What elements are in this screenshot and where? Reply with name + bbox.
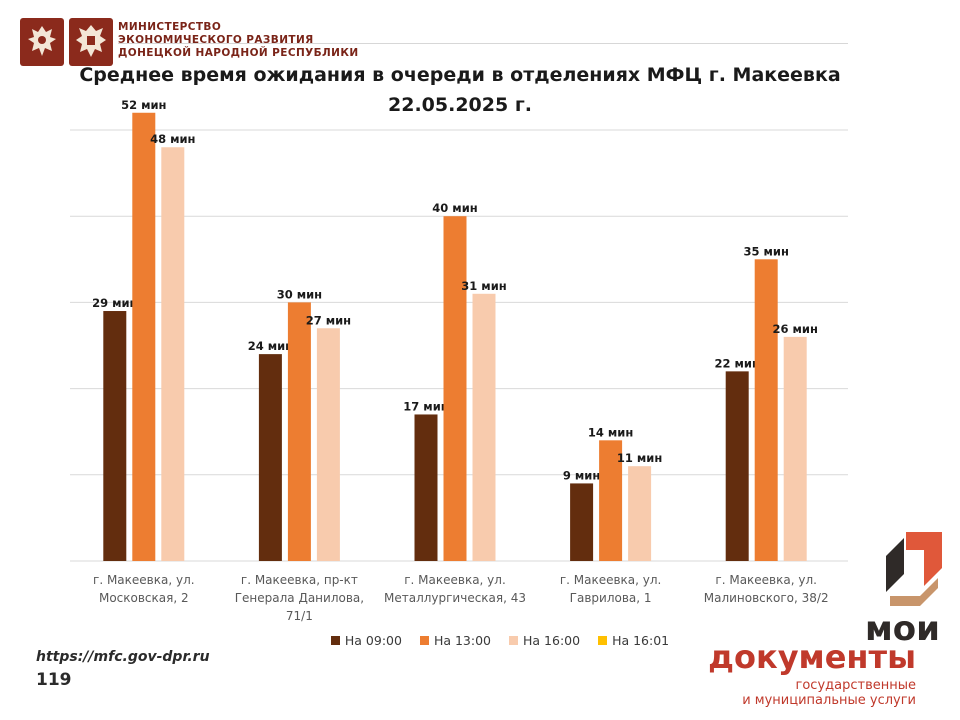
logo-word-dokumenty: документы — [708, 638, 916, 676]
legend-label: На 16:00 — [523, 633, 581, 648]
data-label: 52 мин — [121, 98, 166, 112]
legend-swatch — [509, 636, 518, 645]
data-label: 9 мин — [563, 468, 600, 482]
bar — [414, 414, 438, 561]
chart-title-line: 22.05.2025 г. — [388, 94, 532, 116]
data-label: 40 мин — [432, 201, 477, 215]
chart-title: Среднее время ожидания в очереди в отдел… — [60, 60, 860, 120]
legend-swatch — [330, 636, 340, 645]
data-label: 17 мин — [403, 399, 448, 413]
bar — [472, 293, 496, 561]
category-label-line: 71/1 — [285, 609, 313, 623]
category-label: г. Макеевка, пр-кт Генерала Данилова, 71/1 — [224, 571, 374, 625]
chart-title-line: Среднее время ожидания в очереди в отдел… — [79, 64, 841, 86]
legend-swatch — [419, 636, 429, 645]
header-divider — [118, 43, 848, 44]
category-label-line: Московская, 2 — [98, 591, 189, 605]
bar — [570, 483, 594, 561]
category-label-line: г. Макеевка, пр-кт — [240, 573, 358, 587]
category-label-line: Металлургическая, 43 — [383, 591, 527, 605]
legend-label: На 09:00 — [344, 633, 402, 648]
bar — [258, 354, 282, 561]
legend-item: На 09:00 — [330, 633, 402, 648]
bar — [628, 466, 652, 561]
page-number: 119 — [36, 670, 72, 690]
website-url[interactable]: https://mfc.gov-dpr.ru — [36, 649, 210, 665]
data-label: 30 мин — [277, 287, 322, 301]
bar — [316, 328, 340, 561]
category-label-line: Генерала Данилова, — [234, 591, 365, 605]
data-label: 27 мин — [306, 313, 351, 327]
data-label: 29 мин — [92, 296, 137, 310]
legend-label: На 16:01 — [612, 633, 670, 648]
ministry-line: ДОНЕЦКОЙ НАРОДНОЙ РЕСПУБЛИКИ — [118, 47, 359, 59]
moi-dokumenty-logo-icon — [886, 532, 942, 606]
logo-word-moi: мои — [865, 609, 940, 649]
data-label: 26 мин — [772, 322, 817, 336]
chart-legend: На 09:00 На 13:00 На 16:00 На 16:01 — [0, 633, 960, 648]
category-label-line: Гаврилова, 1 — [569, 591, 652, 605]
coat-of-arms-dnr-icon — [69, 18, 113, 66]
data-label: 14 мин — [588, 425, 633, 439]
bar — [783, 336, 807, 561]
legend-item: На 13:00 — [419, 633, 491, 648]
data-label: 11 мин — [617, 451, 662, 465]
bar — [132, 112, 156, 561]
logo-subtitle-line: государственные — [795, 678, 916, 693]
logo-subtitle: государственные и муниципальные услуги — [742, 678, 916, 708]
category-label-line: г. Макеевка, ул. — [93, 573, 195, 587]
category-label: г. Макеевка, ул. Гаврилова, 1 — [536, 571, 686, 607]
category-label-line: г. Макеевка, ул. — [715, 573, 817, 587]
logo-subtitle-line: и муниципальные услуги — [742, 693, 916, 708]
category-label-line: Малиновского, 38/2 — [703, 591, 829, 605]
category-label-line: г. Макеевка, ул. — [559, 573, 662, 587]
data-label: 24 мин — [248, 339, 293, 353]
ministry-line: МИНИСТЕРСТВО — [118, 21, 222, 33]
coat-of-arms-russia-icon — [20, 18, 64, 66]
category-label: г. Макеевка, ул. Металлургическая, 43 — [380, 571, 530, 607]
bar — [725, 371, 749, 561]
legend-item: На 16:00 — [509, 633, 580, 648]
category-label: г. Макеевка, ул. Московская, 2 — [69, 571, 219, 607]
legend-item: На 16:01 — [598, 633, 669, 648]
bar — [287, 302, 311, 561]
data-label: 48 мин — [150, 132, 195, 146]
legend-label: На 13:00 — [433, 633, 491, 648]
data-label: 35 мин — [743, 244, 788, 258]
bar — [599, 440, 623, 561]
bar — [103, 311, 127, 561]
bar — [754, 259, 778, 561]
data-label: 22 мин — [714, 356, 759, 370]
category-label-line: г. Макеевка, ул. — [404, 573, 506, 587]
bar — [443, 216, 467, 561]
category-label: г. Макеевка, ул. Малиновского, 38/2 — [691, 571, 841, 607]
data-label: 31 мин — [461, 279, 506, 293]
legend-swatch — [598, 636, 608, 645]
bar — [161, 147, 185, 562]
